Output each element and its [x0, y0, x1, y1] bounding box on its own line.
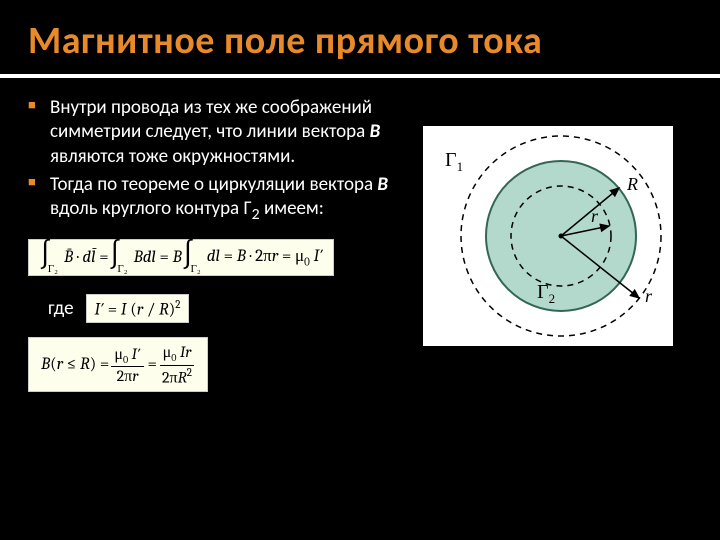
- right-column: Γ1 Γ2 R r r: [418, 96, 678, 392]
- r-label-1: r: [591, 206, 599, 226]
- wire-cross-section-diagram: Γ1 Γ2 R r r: [423, 126, 673, 346]
- gamma1-label: Γ1: [445, 149, 463, 174]
- where-label: где: [48, 297, 74, 320]
- bullet-item: Внутри провода из тех же соображений сим…: [28, 96, 418, 169]
- r-label-2: r: [645, 286, 653, 306]
- where-row: где I′ = I (r / R)2: [48, 294, 418, 324]
- iprime-formula: I′ = I (r / R)2: [86, 294, 190, 324]
- bullet-item: Тогда по теореме о циркуляции вектора B …: [28, 173, 418, 225]
- b-inside-formula: B(r ≤ R) = μ0 I′ 2πr = μ0 Ir 2πR2: [28, 337, 208, 392]
- content-area: Внутри провода из тех же соображений сим…: [0, 78, 720, 392]
- slide-title: Магнитное поле прямого тока: [28, 18, 692, 64]
- bullet-list: Внутри провода из тех же соображений сим…: [28, 96, 418, 225]
- circulation-formula: ∫Γ₂ B̄ · dl̄ = ∫Γ₂ Bdl = B ∫Γ₂ dl = B · …: [28, 239, 334, 275]
- title-bar: Магнитное поле прямого тока: [0, 0, 720, 78]
- diagram-svg: Γ1 Γ2 R r r: [423, 126, 673, 346]
- slide: Магнитное поле прямого тока Внутри прово…: [0, 0, 720, 540]
- R-label: R: [626, 174, 638, 194]
- left-column: Внутри провода из тех же соображений сим…: [28, 96, 418, 392]
